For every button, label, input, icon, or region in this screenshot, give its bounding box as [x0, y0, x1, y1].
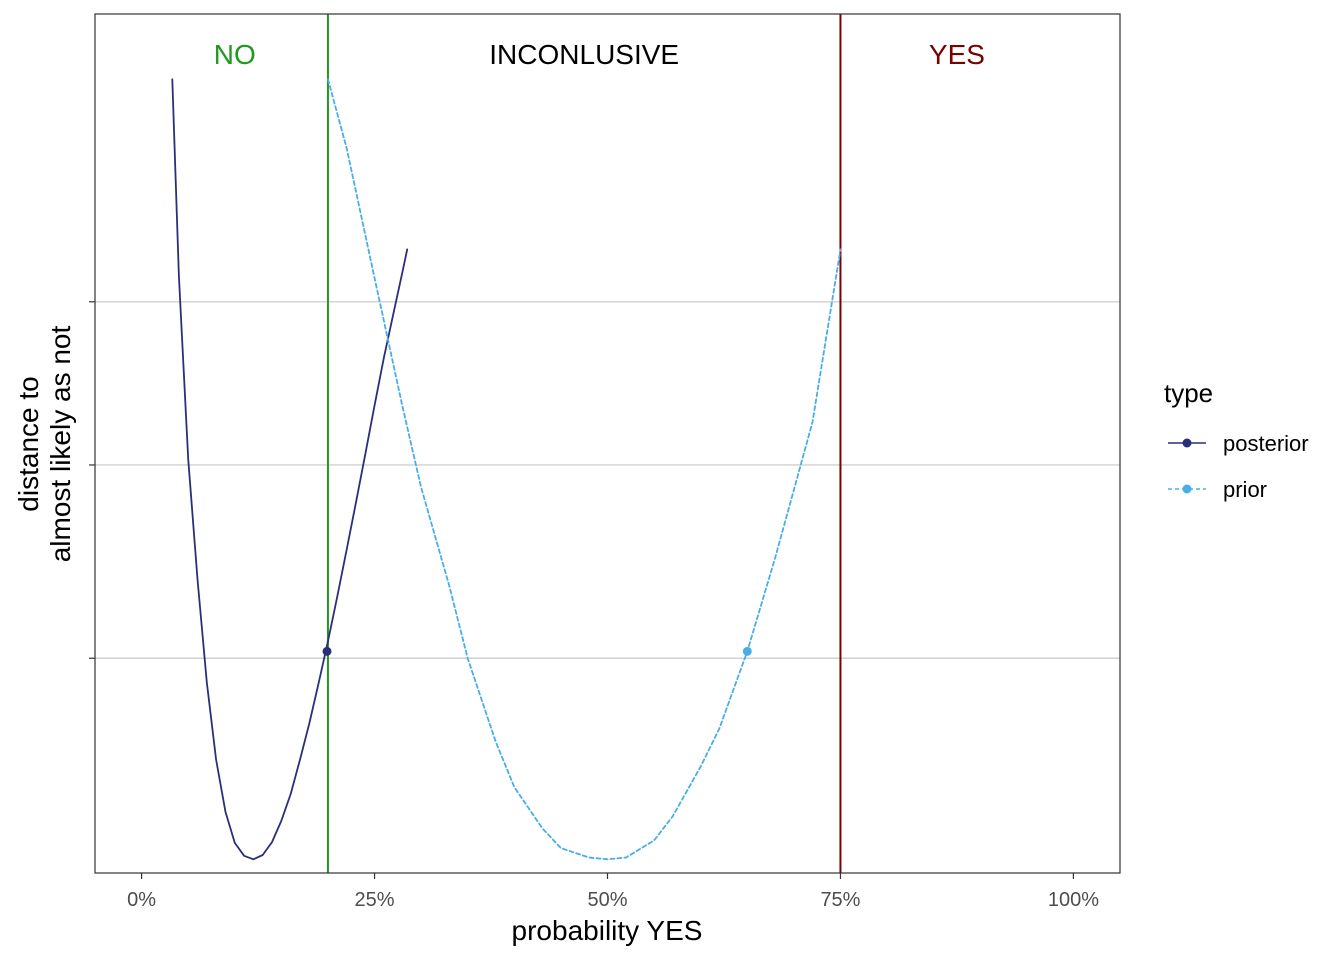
legend: type posterior prior: [1164, 378, 1309, 502]
series-line-posterior: [171, 78, 409, 861]
region-label-no: NO: [214, 39, 256, 70]
legend-key-marker-posterior: [1182, 438, 1192, 448]
region-label-inconclusive: INCONLUSIVE: [489, 39, 679, 70]
region-labels: NO INCONLUSIVE YES: [214, 39, 985, 70]
x-tick-labels: 0% 25% 50% 75% 100%: [127, 889, 1099, 911]
legend-key-marker-prior: [1182, 484, 1192, 494]
series-line-prior: [327, 78, 842, 861]
axes: [89, 301, 1075, 879]
legend-label-prior: prior: [1223, 477, 1267, 502]
gridlines: [95, 301, 1120, 659]
plot-panel-border: [94, 13, 1121, 874]
legend-item-posterior: posterior: [1168, 431, 1309, 456]
legend-item-prior: prior: [1168, 477, 1267, 502]
series-point-posterior: [322, 646, 332, 656]
legend-label-posterior: posterior: [1223, 431, 1309, 456]
x-tick-label-0: 0%: [127, 889, 156, 911]
y-axis-title-line-2: almost likely as not: [45, 326, 76, 563]
series-layer: [171, 78, 842, 861]
x-tick-label-25: 25%: [355, 889, 395, 911]
legend-title: type: [1164, 378, 1213, 408]
x-tick-label-100: 100%: [1048, 889, 1099, 911]
y-axis-title-line-1: distance to: [13, 376, 44, 511]
series-point-prior: [742, 646, 752, 656]
region-label-yes: YES: [929, 39, 985, 70]
y-axis-title: distance to almost likely as not: [13, 326, 76, 563]
x-tick-label-50: 50%: [587, 889, 627, 911]
x-tick-label-75: 75%: [820, 889, 860, 911]
x-axis-title: probability YES: [512, 915, 703, 946]
threshold-lines: [326, 14, 842, 873]
